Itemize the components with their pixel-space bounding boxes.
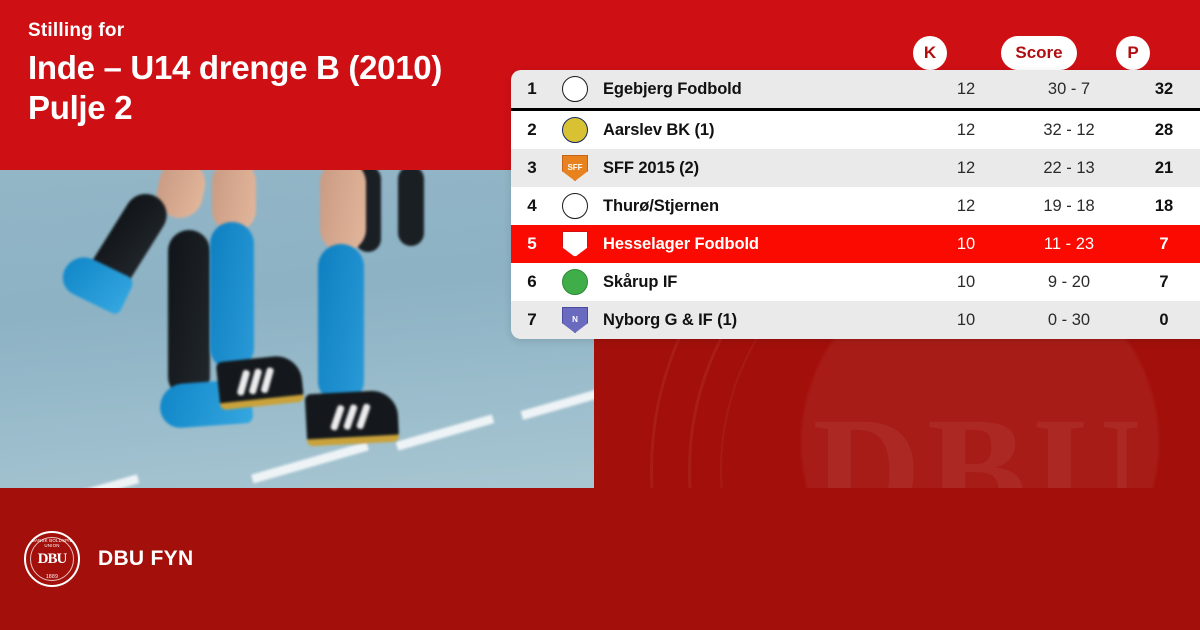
sff-2015-crest: SFF [562, 155, 588, 181]
standings-table: 1 Egebjerg Fodbold 12 30 - 7 32 2 Aarslev BK (… [511, 70, 1200, 339]
row-matches-played: 12 [956, 158, 976, 177]
row-points: 32 [1154, 79, 1174, 98]
row-goal-score: 19 - 18 [1043, 196, 1095, 215]
table-row[interactable]: 2 Aarslev BK (1) 12 32 - 12 28 [511, 111, 1200, 149]
row-crest-cell [553, 117, 597, 143]
header-kicker: Stilling for [28, 20, 125, 41]
row-matches-played: 12 [956, 79, 976, 98]
table-row[interactable]: 5 Hesselager Fodbold 10 11 - 23 7 [511, 225, 1200, 263]
hesselager-fodbold-crest [562, 231, 588, 257]
nyborg-g-if-crest: N [562, 307, 588, 333]
header-text-block: Stilling for Inde – U14 drenge B (2010) … [28, 20, 442, 128]
row-rank: 6 [527, 272, 537, 291]
row-crest-cell [553, 269, 597, 295]
table-row[interactable]: 7 N Nyborg G & IF (1) 10 0 - 30 0 [511, 301, 1200, 339]
row-points: 7 [1159, 234, 1169, 253]
row-team-name: Egebjerg Fodbold [603, 79, 742, 98]
page-title: Inde – U14 drenge B (2010) Pulje 2 [28, 49, 443, 126]
dbu-logo-icon: DANSK BOLDSPIL UNION DBU 1889 [24, 531, 80, 587]
row-matches-played: 10 [956, 234, 976, 253]
row-matches-played: 10 [956, 272, 976, 291]
row-points: 18 [1154, 196, 1174, 215]
row-rank: 5 [527, 234, 537, 253]
footer-organisation-label: DBU FYN [98, 547, 194, 570]
table-row[interactable]: 3 SFF SFF 2015 (2) 12 22 - 13 21 [511, 149, 1200, 187]
court-floor [0, 170, 594, 488]
row-team-name: Skårup IF [603, 272, 678, 291]
table-row[interactable]: 1 Egebjerg Fodbold 12 30 - 7 32 [511, 70, 1200, 111]
row-rank: 3 [527, 158, 537, 177]
row-points: 21 [1154, 158, 1174, 177]
row-points: 28 [1154, 120, 1174, 139]
footer-bar: DANSK BOLDSPIL UNION DBU 1889 DBU FYN [0, 488, 1200, 630]
row-goal-score: 0 - 30 [1047, 310, 1091, 329]
row-crest-cell [553, 193, 597, 219]
row-points: 0 [1159, 310, 1169, 329]
row-matches-played: 12 [956, 196, 976, 215]
dbu-logo-year: 1889 [45, 574, 59, 580]
dbu-logo-monogram: DBU [37, 550, 68, 567]
row-matches-played: 12 [956, 120, 976, 139]
dbu-logo-arc-text: DANSK BOLDSPIL UNION [31, 538, 73, 548]
row-crest-cell: SFF [553, 155, 597, 181]
row-goal-score: 11 - 23 [1043, 234, 1095, 253]
row-goal-score: 22 - 13 [1043, 158, 1095, 177]
row-rank: 4 [527, 196, 537, 215]
row-team-name: SFF 2015 (2) [603, 158, 700, 177]
row-goal-score: 32 - 12 [1043, 120, 1095, 139]
row-team-name: Hesselager Fodbold [603, 234, 759, 253]
row-team-name: Aarslev BK (1) [603, 120, 715, 139]
row-team-name: Nyborg G & IF (1) [603, 310, 737, 329]
row-crest-cell [553, 231, 597, 257]
row-matches-played: 10 [956, 310, 976, 329]
skaarup-if-crest [562, 269, 588, 295]
row-crest-cell: N [553, 307, 597, 333]
row-goal-score: 9 - 20 [1047, 272, 1091, 291]
row-rank: 7 [527, 310, 537, 329]
row-rank: 2 [527, 120, 537, 139]
thuroe-stjernen-crest [562, 193, 588, 219]
row-goal-score: 30 - 7 [1047, 79, 1091, 98]
hero-photo-futsal [0, 170, 594, 488]
row-rank: 1 [527, 79, 537, 98]
egebjerg-fodbold-crest [562, 76, 588, 102]
row-points: 7 [1159, 272, 1169, 291]
aarslev-bk-crest [562, 117, 588, 143]
row-crest-cell [553, 76, 597, 102]
table-row[interactable]: 4 Thurø/Stjernen 12 19 - 18 18 [511, 187, 1200, 225]
table-row[interactable]: 6 Skårup IF 10 9 - 20 7 [511, 263, 1200, 301]
row-team-name: Thurø/Stjernen [603, 196, 719, 215]
